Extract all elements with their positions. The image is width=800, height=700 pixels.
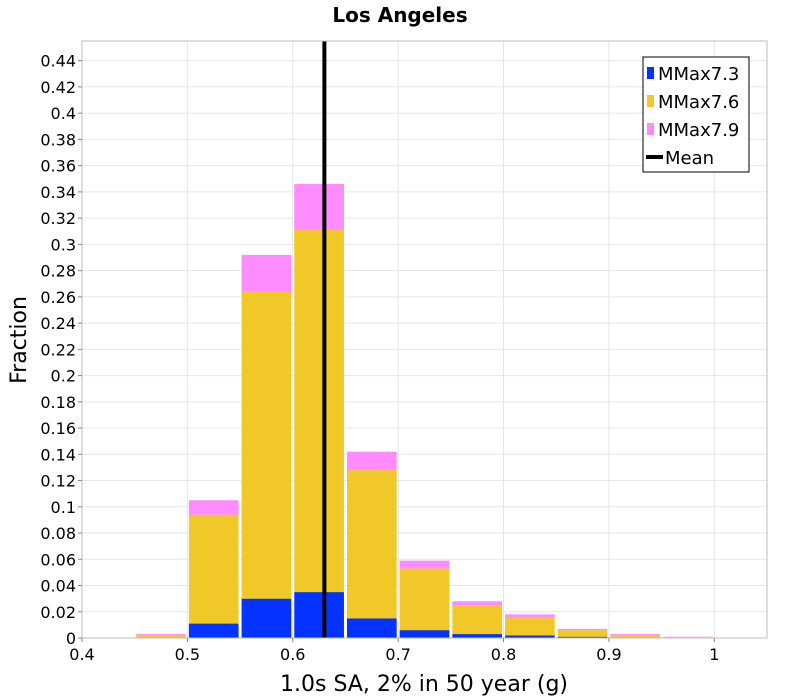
- bar-segment-mmax7-6: [136, 635, 186, 638]
- bar-segment-mmax7-6: [188, 514, 239, 624]
- y-tick-label: 0.38: [40, 130, 76, 149]
- x-tick-label: 1: [709, 645, 719, 664]
- y-tick-label: 0.24: [40, 314, 76, 333]
- y-tick-label: 0.32: [40, 209, 76, 228]
- y-tick-label: 0.08: [40, 524, 76, 543]
- y-tick-label: 0.26: [40, 288, 76, 307]
- legend-swatch: [647, 123, 654, 135]
- legend: MMax7.3 MMax7.6 MMax7.9 Mean: [642, 56, 750, 173]
- bar-segment-mmax7-3: [452, 634, 503, 638]
- bar-segment-mmax7-9: [505, 614, 555, 618]
- bar-segment-mmax7-6: [610, 635, 661, 638]
- bar-segment-mmax7-3: [346, 618, 397, 638]
- y-tick-label: 0.2: [51, 367, 76, 386]
- bar-segment-mmax7-3: [294, 592, 344, 638]
- x-tick-label: 0.8: [491, 645, 516, 664]
- y-tick-label: 0: [66, 629, 76, 648]
- bar-segment-mmax7-9: [346, 451, 397, 471]
- x-axis: 0.4 0.5 0.6 0.7 0.8 0.9 1: [69, 638, 719, 664]
- y-axis-label: Fraction: [7, 296, 32, 384]
- bar-segment-mmax7-3: [188, 623, 239, 638]
- x-tick-label: 0.6: [280, 645, 305, 664]
- legend-swatch: [647, 95, 654, 107]
- bar-segment-mmax7-9: [452, 601, 503, 606]
- y-tick-label: 0.36: [40, 157, 76, 176]
- y-tick-label: 0.4: [51, 104, 76, 123]
- y-tick-label: 0.34: [40, 183, 76, 202]
- y-tick-label: 0.04: [40, 577, 76, 596]
- legend-label: Mean: [665, 148, 714, 169]
- bar-segment-mmax7-3: [557, 636, 608, 638]
- legend-swatch: [647, 67, 654, 79]
- y-axis: 0 0.02 0.04 0.06 0.08 0.1 0.12 0.14 0.16 0.18 0.2 0…: [40, 52, 82, 648]
- y-tick-label: 0.1: [51, 498, 76, 517]
- bar-segment-mmax7-9: [136, 634, 186, 636]
- x-tick-label: 0.5: [175, 645, 200, 664]
- y-tick-label: 0.02: [40, 603, 76, 622]
- legend-box: [642, 56, 750, 173]
- bar-segment-mmax7-9: [294, 184, 344, 230]
- bar-segment-mmax7-6: [346, 470, 397, 619]
- x-axis-label: 1.0s SA, 2% in 50 year (g): [280, 672, 568, 697]
- plot-frame: [81, 40, 768, 639]
- y-tick-label: 0.28: [40, 262, 76, 281]
- x-tick-label: 0.9: [596, 645, 621, 664]
- bar-segment-mmax7-6: [557, 630, 608, 637]
- bar-segment-mmax7-9: [399, 560, 450, 569]
- bar-segment-mmax7-6: [505, 617, 555, 636]
- y-tick-label: 0.44: [40, 52, 76, 71]
- y-tick-label: 0.22: [40, 340, 76, 359]
- x-tick-label: 0.7: [385, 645, 410, 664]
- bar-segment-mmax7-9: [188, 500, 239, 515]
- bar-segment-mmax7-9: [610, 634, 661, 636]
- bar-segment-mmax7-3: [505, 635, 555, 638]
- bar-segment-mmax7-9: [557, 628, 608, 631]
- y-tick-label: 0.06: [40, 550, 76, 569]
- bars: [136, 184, 713, 638]
- legend-label: MMax7.6: [658, 92, 739, 113]
- bar-segment-mmax7-9: [663, 636, 713, 638]
- bar-segment-mmax7-9: [241, 254, 292, 292]
- legend-label: MMax7.9: [658, 120, 739, 141]
- chart-title: Los Angeles: [332, 3, 467, 27]
- y-tick-label: 0.3: [51, 235, 76, 254]
- bar-segment-mmax7-6: [452, 605, 503, 635]
- legend-label: MMax7.3: [658, 64, 739, 85]
- bar-segment-mmax7-6: [241, 291, 292, 599]
- y-tick-label: 0.42: [40, 78, 76, 97]
- y-tick-label: 0.12: [40, 472, 76, 491]
- bar-segment-mmax7-3: [241, 598, 292, 638]
- bar-segment-mmax7-6: [399, 568, 450, 631]
- bar-segment-mmax7-3: [399, 630, 450, 638]
- y-tick-label: 0.14: [40, 445, 76, 464]
- x-tick-label: 0.4: [69, 645, 94, 664]
- y-tick-label: 0.16: [40, 419, 76, 438]
- y-tick-label: 0.18: [40, 393, 76, 412]
- bar-segment-mmax7-6: [294, 229, 344, 593]
